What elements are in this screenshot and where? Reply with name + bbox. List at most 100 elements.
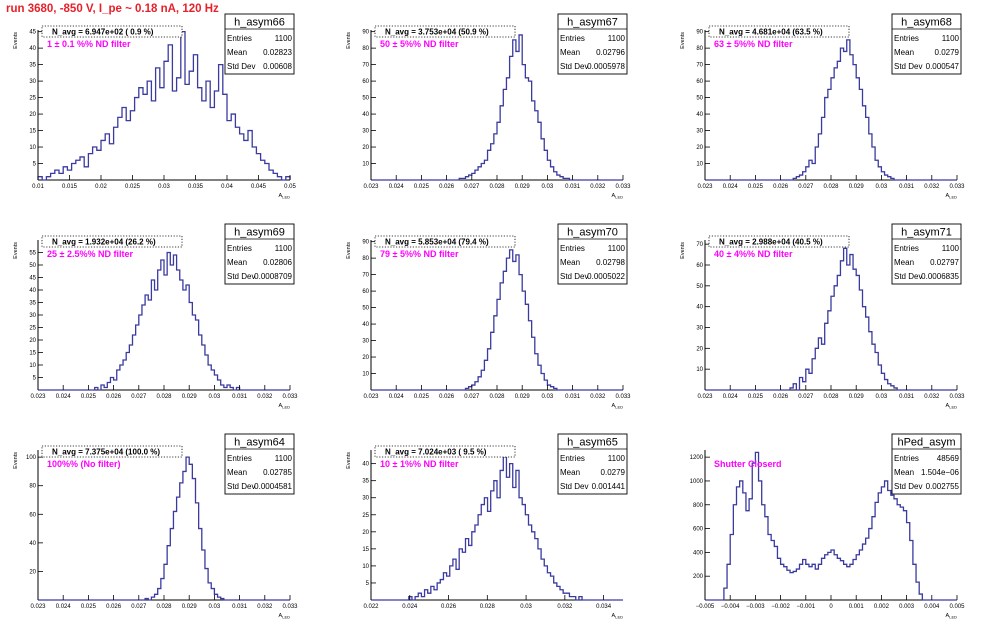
y-tick-label: 30 xyxy=(29,79,36,85)
y-tick-label: 30 xyxy=(362,339,369,345)
chart-panel-h_asym71: 0.023 0.024 0.025 0.026 0.027 0.028 0.029 0.03 0… xyxy=(680,223,965,410)
navg-box xyxy=(374,445,516,458)
x-tick-label: 0.024 xyxy=(56,394,72,400)
y-tick-label: 100 xyxy=(26,455,37,461)
filter-label: 10 ± 1%% ND filter xyxy=(380,459,459,469)
y-tick-label: 90 xyxy=(696,30,703,36)
x-tick-label: 0.024 xyxy=(723,184,739,190)
x-tick-label: 0.024 xyxy=(389,184,405,190)
stats-label: Entries xyxy=(894,244,919,253)
chart-panel-h_asym64: 0.023 0.024 0.025 0.026 0.027 0.028 0.029 0.03 0… xyxy=(13,433,298,620)
y-axis-label: Events xyxy=(680,32,686,49)
stats-value: 0.02823 xyxy=(263,48,292,57)
x-tick-label: 0.026 xyxy=(773,394,789,400)
y-tick-label: 80 xyxy=(29,484,36,490)
x-tick-label: 0.032 xyxy=(590,184,606,190)
stats-box xyxy=(891,223,962,285)
x-tick-label: 0.027 xyxy=(131,394,147,400)
histogram-name: h_asym67 xyxy=(567,17,618,29)
stats-value: 1100 xyxy=(608,244,626,253)
y-tick-label: 5 xyxy=(33,162,37,168)
x-axis-label: ALED xyxy=(279,613,291,620)
x-tick-label: 0.026 xyxy=(441,604,457,610)
x-tick-label: 0.033 xyxy=(949,184,965,190)
stats-value: 0.0279 xyxy=(601,468,626,477)
stats-value: 48569 xyxy=(937,454,960,463)
stats-value: 0.02796 xyxy=(596,48,625,57)
stats-label: Std Dev xyxy=(227,272,255,281)
stats-label: Std Dev xyxy=(894,272,922,281)
stats-label: Entries xyxy=(894,34,919,43)
x-tick-label: 0.025 xyxy=(748,184,764,190)
y-tick-label: 15 xyxy=(29,351,36,357)
x-tick-label: 0.029 xyxy=(182,394,198,400)
x-tick-label: 0.01 xyxy=(32,184,44,190)
y-tick-label: 10 xyxy=(696,367,703,373)
x-tick-label: 0.045 xyxy=(251,184,267,190)
y-tick-label: 55 xyxy=(29,251,36,257)
stats-value: 0.0006835 xyxy=(921,272,959,281)
x-tick-label: 0.035 xyxy=(188,184,204,190)
stats-label: Entries xyxy=(894,454,919,463)
x-tick-label: 0.031 xyxy=(565,184,581,190)
stats-box xyxy=(557,13,628,75)
stats-label: Mean xyxy=(227,48,247,57)
histogram-line xyxy=(37,31,291,181)
x-tick-label: 0.028 xyxy=(823,184,839,190)
x-axis-label: ALED xyxy=(612,613,624,620)
stats-value: 1100 xyxy=(608,34,626,43)
navg-label: N_avg = 4.681e+04 (63.5 %) xyxy=(719,28,823,37)
y-tick-label: 50 xyxy=(362,96,369,102)
y-tick-label: 20 xyxy=(29,112,36,118)
y-tick-label: 30 xyxy=(362,129,369,135)
histogram-line xyxy=(38,251,290,391)
y-tick-label: 80 xyxy=(362,256,369,262)
stats-label: Std Dev xyxy=(560,62,588,71)
y-tick-label: 45 xyxy=(29,276,36,282)
y-tick-label: 40 xyxy=(362,112,369,118)
x-axis-label: ALED xyxy=(946,193,958,200)
y-tick-label: 10 xyxy=(362,162,369,168)
x-tick-label: 0.029 xyxy=(849,394,865,400)
x-tick-label: 0.031 xyxy=(232,394,248,400)
stats-value: 1100 xyxy=(942,244,960,253)
stats-box xyxy=(224,223,295,285)
x-tick-label: 0.024 xyxy=(723,394,739,400)
x-tick-label: 0.024 xyxy=(56,604,72,610)
x-axis-label: ALED xyxy=(612,193,624,200)
y-tick-label: 10 xyxy=(362,372,369,378)
x-tick-label: 0.025 xyxy=(748,394,764,400)
stats-box xyxy=(891,433,962,495)
histogram-line xyxy=(371,34,623,181)
y-tick-label: 30 xyxy=(696,326,703,332)
y-tick-label: 40 xyxy=(696,305,703,311)
stats-label: Mean xyxy=(894,48,914,57)
x-tick-label: 0.023 xyxy=(697,184,713,190)
x-tick-label: −0.004 xyxy=(721,604,740,610)
x-tick-label: 0.04 xyxy=(221,184,233,190)
y-axis-label: Events xyxy=(346,32,352,49)
x-tick-label: 0.027 xyxy=(464,394,480,400)
navg-box xyxy=(41,235,183,248)
x-tick-label: 0.03 xyxy=(520,604,532,610)
y-tick-label: 10 xyxy=(696,162,703,168)
stats-value: 0.02806 xyxy=(263,258,292,267)
x-tick-label: 0.033 xyxy=(615,394,631,400)
stats-label: Entries xyxy=(560,454,585,463)
x-axis-label: ALED xyxy=(612,403,624,410)
x-tick-label: 0.029 xyxy=(849,184,865,190)
x-tick-label: 0.029 xyxy=(182,604,198,610)
x-tick-label: 0.025 xyxy=(81,394,97,400)
x-tick-label: 0.027 xyxy=(131,604,147,610)
y-tick-label: 35 xyxy=(29,301,36,307)
histogram-name: h_asym71 xyxy=(901,227,952,239)
x-tick-label: 0.004 xyxy=(924,604,940,610)
stats-box xyxy=(224,13,295,75)
stats-value: 0.0004581 xyxy=(254,482,292,491)
x-tick-label: 0.032 xyxy=(557,604,573,610)
stats-value: 0.001441 xyxy=(592,482,626,491)
histogram-line xyxy=(371,456,623,601)
y-axis-label: Events xyxy=(680,242,686,259)
chart-panel-h_asym69: 0.023 0.024 0.025 0.026 0.027 0.028 0.029 0.03 0… xyxy=(13,223,298,410)
x-tick-label: 0.005 xyxy=(949,604,965,610)
